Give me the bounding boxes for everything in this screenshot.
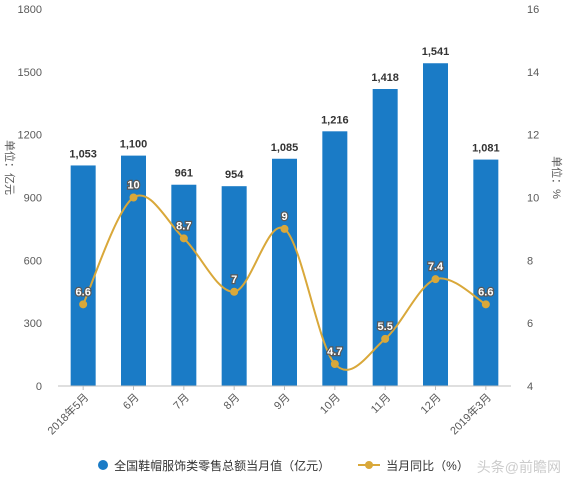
legend-label-sales: 全国鞋帽服饰类零售总额当月值（亿元） (114, 458, 331, 473)
right-tick-label: 6 (527, 318, 533, 330)
bar (423, 63, 448, 386)
right-tick-label: 8 (527, 255, 533, 267)
bar-series (70, 63, 499, 386)
line-value-label: 7 (231, 274, 237, 286)
watermark: 头条@前瞻网 (476, 459, 561, 475)
line-value-label: 10 (127, 180, 139, 192)
line-value-label: 4.7 (327, 346, 342, 358)
legend: 全国鞋帽服饰类零售总额当月值（亿元） 当月同比（%） (0, 455, 567, 475)
bar-value-label: 1,085 (271, 142, 299, 154)
line-value-labels: 6.6 10 8.7 7 9 4.7 5.5 7.4 6.6 (74, 178, 494, 359)
line-point (179, 234, 188, 243)
right-tick-label: 10 (527, 193, 539, 205)
left-y-axis: 0 300 600 900 1200 1500 1800 (18, 4, 42, 393)
right-axis-title: 单位：% (550, 156, 564, 199)
line-point (280, 224, 289, 233)
x-tick-label: 2019年3月 (447, 390, 494, 437)
line-point (230, 287, 239, 296)
left-tick-label: 1200 (18, 130, 42, 142)
x-tick-label: 9月 (272, 392, 293, 413)
bar (171, 184, 197, 386)
left-tick-label: 1500 (18, 67, 42, 79)
bar-value-label: 961 (175, 168, 193, 180)
line-point (79, 300, 88, 309)
line-value-label: 9 (281, 211, 287, 223)
left-tick-label: 600 (24, 255, 42, 267)
bar-value-label: 1,541 (422, 46, 450, 58)
left-tick-label: 0 (36, 381, 42, 393)
right-tick-label: 12 (527, 130, 539, 142)
bar-value-label: 1,216 (321, 114, 349, 126)
x-tick-label: 11月 (369, 392, 393, 416)
x-axis: 2018年5月 6月 7月 8月 9月 10月 11月 12月 2019年3月 (44, 386, 494, 437)
legend-item-sales[interactable]: 全国鞋帽服饰类零售总额当月值（亿元） (98, 457, 330, 474)
x-tick-label: 12月 (419, 392, 444, 417)
x-tick-label: 2018年5月 (44, 390, 91, 437)
line-value-label: 8.7 (176, 220, 191, 232)
bar-value-label: 1,100 (120, 139, 148, 151)
line-point (129, 193, 138, 202)
left-tick-label: 300 (24, 318, 42, 330)
bar-value-label: 1,053 (69, 148, 97, 160)
right-tick-label: 14 (527, 67, 539, 79)
bar-value-label: 1,418 (371, 72, 399, 84)
line-point (481, 300, 490, 309)
line-value-label: 6.6 (76, 286, 91, 298)
bar (473, 159, 499, 386)
line-points (79, 193, 490, 369)
legend-bar-marker (98, 460, 109, 470)
bar (272, 158, 297, 386)
legend-label-yoy: 当月同比（%） (386, 458, 469, 473)
legend-item-yoy[interactable]: 当月同比（%） (358, 457, 469, 474)
x-tick-label: 8月 (222, 392, 243, 413)
line-value-label: 5.5 (378, 321, 393, 333)
line-value-label: 7.4 (428, 261, 444, 273)
line-point (381, 334, 390, 343)
line-point (330, 360, 339, 369)
legend-line-marker (358, 460, 381, 470)
bar-value-labels: 1,053 1,100 961 954 1,085 1,216 1,418 1,541 1,08… (69, 46, 499, 181)
right-tick-label: 4 (527, 381, 533, 393)
x-tick-label: 6月 (121, 392, 142, 413)
bar (322, 131, 348, 386)
x-tick-label: 10月 (318, 392, 343, 417)
right-tick-label: 16 (527, 4, 539, 16)
combo-chart: 0 300 600 900 1200 1500 1800 4 6 8 10 12 14 16 单位：亿元… (3, 4, 564, 437)
left-tick-label: 1800 (18, 4, 42, 16)
x-tick-label: 7月 (171, 392, 192, 413)
line-point (431, 275, 440, 284)
bar-value-label: 954 (225, 169, 244, 181)
bar-value-label: 1,081 (472, 143, 500, 155)
line-value-label: 6.6 (478, 286, 493, 298)
left-axis-title: 单位：亿元 (3, 140, 17, 195)
right-y-axis: 4 6 8 10 12 14 16 (527, 4, 539, 393)
bar (70, 165, 96, 386)
left-tick-label: 900 (24, 193, 42, 205)
